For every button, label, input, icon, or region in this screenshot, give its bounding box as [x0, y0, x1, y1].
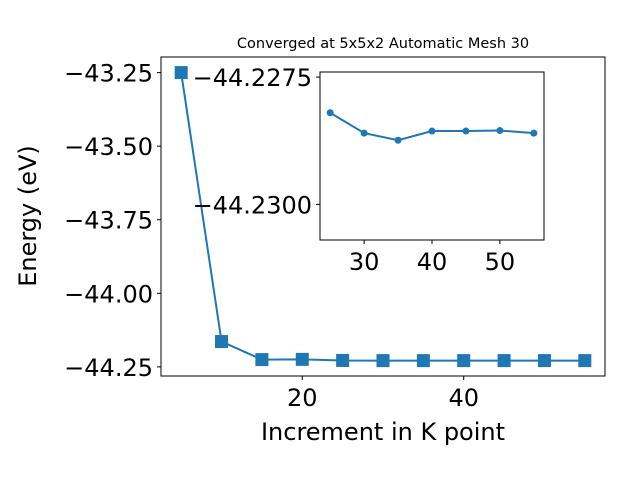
main-data-point — [416, 354, 430, 368]
main-data-point — [215, 335, 229, 349]
inset-data-point — [462, 127, 470, 135]
inset-data-point — [360, 129, 368, 137]
inset-data-point — [428, 127, 436, 135]
inset-data-point — [394, 136, 402, 144]
main-data-point — [295, 352, 309, 366]
main-data-point — [497, 354, 511, 368]
main-data-point — [578, 354, 592, 368]
inset-x-tick-label: 30 — [349, 248, 380, 276]
inset-data-point — [496, 127, 504, 135]
main-x-tick-label: 40 — [448, 384, 479, 412]
main-data-point — [255, 353, 269, 367]
main-x-tick-label: 20 — [287, 384, 318, 412]
main-data-point — [174, 66, 188, 80]
y-axis-label: Energy (eV) — [14, 145, 42, 287]
main-data-point — [537, 354, 551, 368]
inset-data-point — [326, 109, 334, 117]
inset-x-tick-label: 50 — [485, 248, 516, 276]
main-data-point — [336, 353, 350, 367]
main-y-tick-label: −43.75 — [64, 207, 153, 235]
inset-data-point — [530, 129, 538, 137]
inset-x-tick-label: 40 — [417, 248, 448, 276]
main-y-tick-label: −44.25 — [64, 354, 153, 382]
main-y-tick-label: −43.25 — [64, 60, 153, 88]
x-axis-label: Increment in K point — [261, 418, 505, 446]
main-data-point — [457, 354, 471, 368]
main-y-tick-label: −43.50 — [64, 133, 153, 161]
main-y-tick-label: −44.00 — [64, 280, 153, 308]
inset-frame — [319, 71, 545, 241]
inset-y-tick-label: −44.2275 — [193, 64, 312, 92]
main-data-point — [376, 354, 390, 368]
inset-y-tick-label: −44.2300 — [193, 191, 312, 219]
chart-title: Converged at 5x5x2 Automatic Mesh 30 — [237, 36, 529, 52]
inset-plot: 30 40 50 −44.2300 −44.2275 — [193, 64, 545, 276]
